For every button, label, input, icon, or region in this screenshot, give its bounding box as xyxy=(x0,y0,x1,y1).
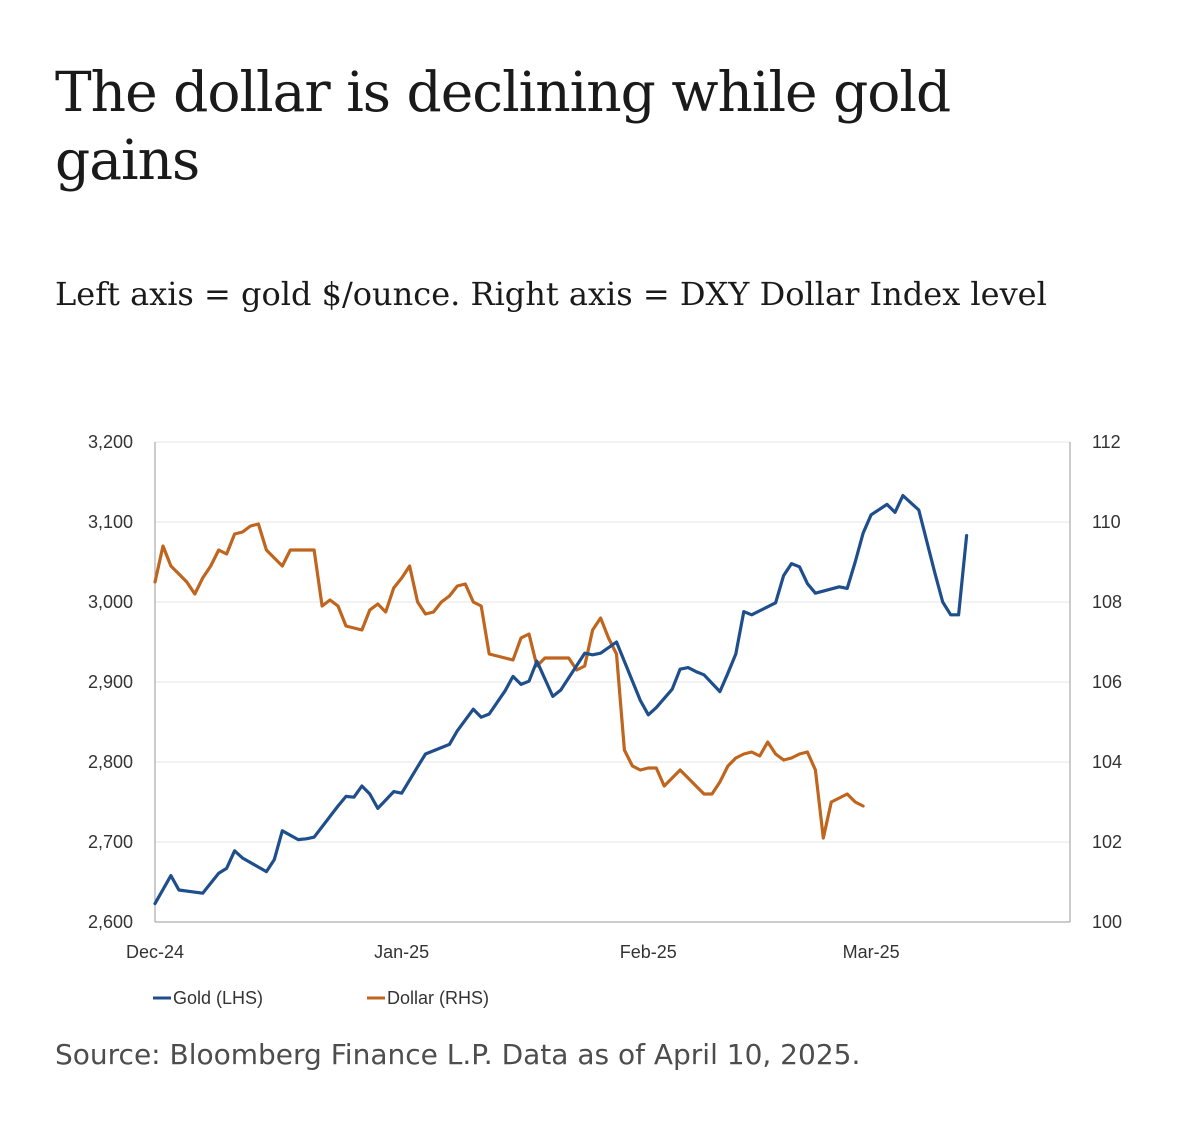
series-lines xyxy=(153,494,969,906)
x-tick-label: Feb-25 xyxy=(620,942,677,962)
right-tick-label: 108 xyxy=(1092,592,1122,612)
left-tick-label: 2,900 xyxy=(88,672,133,692)
chart-title: The dollar is declining while gold gains xyxy=(55,60,951,192)
left-tick-label: 3,200 xyxy=(88,432,133,452)
right-tick-label: 112 xyxy=(1092,432,1121,452)
legend-label: Dollar (RHS) xyxy=(387,988,489,1008)
source-note: Source: Bloomberg Finance L.P. Data as o… xyxy=(55,1038,861,1071)
gridlines xyxy=(155,441,1070,843)
right-tick-label: 100 xyxy=(1092,912,1122,932)
left-tick-label: 3,000 xyxy=(88,592,133,612)
left-tick-label: 2,600 xyxy=(88,912,133,932)
legend-label: Gold (LHS) xyxy=(173,988,263,1008)
right-tick-label: 110 xyxy=(1092,512,1121,532)
chart-subtitle: Left axis = gold $/ounce. Right axis = D… xyxy=(55,275,1047,313)
tick-labels: 2,600 2,700 2,800 2,900 3,000 3,100 3,200 100 10… xyxy=(88,432,1122,962)
right-tick-label: 102 xyxy=(1092,832,1122,852)
x-tick-label: Mar-25 xyxy=(843,942,900,962)
axes xyxy=(154,442,1071,923)
left-tick-label: 2,800 xyxy=(88,752,133,772)
dollar-series-line xyxy=(153,522,865,840)
x-tick-label: Jan-25 xyxy=(374,942,429,962)
x-tick-label: Dec-24 xyxy=(126,942,184,962)
left-tick-label: 2,700 xyxy=(88,832,133,852)
left-tick-label: 3,100 xyxy=(88,512,133,532)
gold-series-line xyxy=(153,494,969,906)
right-tick-label: 104 xyxy=(1092,752,1122,772)
legend: Gold (LHS) Dollar (RHS) xyxy=(153,988,489,1008)
right-tick-label: 106 xyxy=(1092,672,1122,692)
